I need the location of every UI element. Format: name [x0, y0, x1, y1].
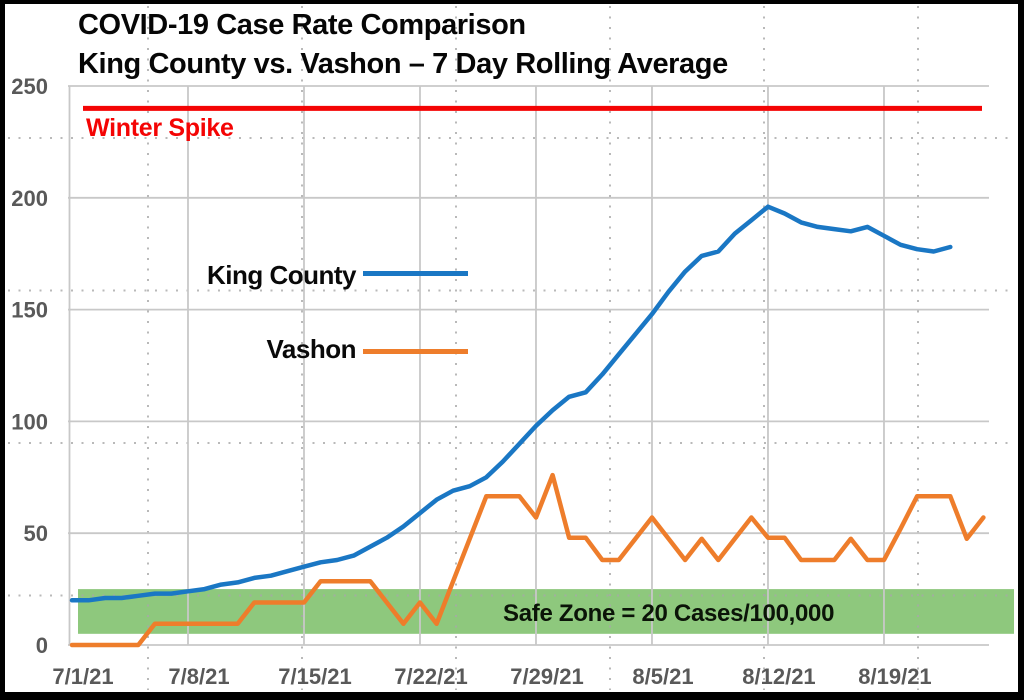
x-tick-label: 7/29/21 [510, 664, 583, 689]
legend-label-vashon: Vashon [266, 334, 357, 364]
legend-swatch-king-county [363, 271, 468, 276]
x-tick-label: 8/12/21 [742, 664, 815, 689]
series-vashon-line [69, 472, 986, 648]
chart-title: COVID-19 Case Rate Comparison [78, 9, 526, 41]
y-tick-label: 50 [24, 521, 48, 546]
x-tick-label: 7/15/21 [278, 664, 351, 689]
legend-label-king-county: King County [206, 260, 357, 290]
y-tick-label: 250 [11, 74, 48, 99]
legend-swatch-vashon [363, 349, 468, 354]
winter-spike-label: Winter Spike [86, 114, 234, 142]
y-tick-label: 0 [36, 633, 48, 658]
y-tick-label: 150 [11, 298, 48, 323]
chart-subtitle: King County vs. Vashon – 7 Day Rolling A… [78, 48, 728, 80]
y-tick-label: 200 [11, 186, 48, 211]
x-tick-label: 7/8/21 [168, 664, 229, 689]
x-tick-label: 7/1/21 [52, 664, 113, 689]
y-tick-label: 100 [11, 409, 48, 434]
x-tick-label: 8/19/21 [858, 664, 931, 689]
safe-zone-label: Safe Zone = 20 Cases/100,000 [503, 600, 835, 627]
safe-zone-band [78, 589, 1014, 634]
x-tick-label: 8/5/21 [632, 664, 693, 689]
x-tick-label: 7/22/21 [394, 664, 467, 689]
series-king-county-line [69, 204, 953, 603]
